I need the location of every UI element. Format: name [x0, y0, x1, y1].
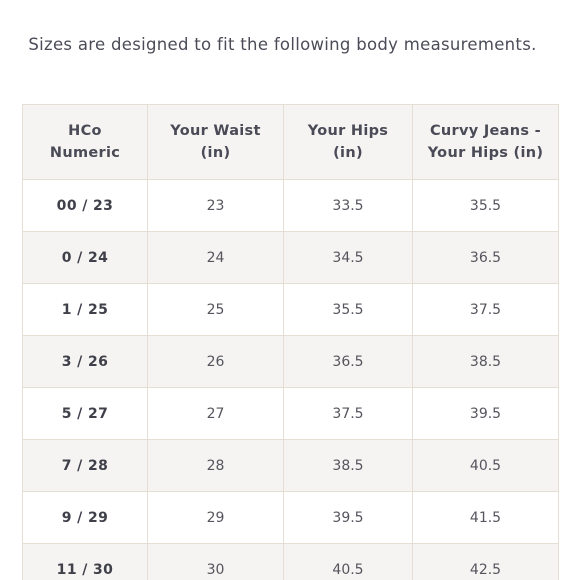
curvy-hips-cell: 35.5 [412, 179, 559, 232]
header-line: HCo [68, 123, 102, 139]
header-line: (in) [333, 145, 363, 161]
table-row: 3 / 26 26 36.5 38.5 [22, 335, 559, 388]
size-cell: 0 / 24 [22, 231, 148, 284]
size-cell: 00 / 23 [22, 179, 148, 232]
table-row: 00 / 23 23 33.5 35.5 [22, 179, 559, 232]
table-row: 9 / 29 29 39.5 41.5 [22, 491, 559, 544]
hips-cell: 33.5 [283, 179, 413, 232]
curvy-hips-cell: 38.5 [412, 335, 559, 388]
waist-cell: 26 [147, 335, 284, 388]
header-your-hips: Your Hips (in) [283, 104, 413, 180]
table-header: HCo Numeric Your Waist (in) Your Hips (i… [22, 104, 559, 180]
waist-cell: 27 [147, 387, 284, 440]
hips-cell: 39.5 [283, 491, 413, 544]
waist-cell: 23 [147, 179, 284, 232]
header-line: Curvy Jeans - [429, 123, 541, 139]
header-line: Your Hips (in) [427, 145, 544, 161]
header-curvy-hips: Curvy Jeans - Your Hips (in) [412, 104, 559, 180]
curvy-hips-cell: 40.5 [412, 439, 559, 492]
header-line: Your Waist [170, 123, 261, 139]
curvy-hips-cell: 36.5 [412, 231, 559, 284]
size-cell: 11 / 30 [22, 543, 148, 580]
waist-cell: 28 [147, 439, 284, 492]
table-row: 1 / 25 25 35.5 37.5 [22, 283, 559, 336]
intro-text: Sizes are designed to fit the following … [28, 35, 537, 54]
header-row: HCo Numeric Your Waist (in) Your Hips (i… [22, 104, 559, 180]
size-cell: 3 / 26 [22, 335, 148, 388]
header-line: Numeric [49, 145, 121, 161]
header-your-waist: Your Waist (in) [147, 104, 284, 180]
header-line: Your Hips [307, 123, 389, 139]
hips-cell: 34.5 [283, 231, 413, 284]
size-cell: 1 / 25 [22, 283, 148, 336]
size-cell: 7 / 28 [22, 439, 148, 492]
curvy-hips-cell: 42.5 [412, 543, 559, 580]
header-line: (in) [200, 145, 231, 161]
curvy-hips-cell: 41.5 [412, 491, 559, 544]
table-row: 0 / 24 24 34.5 36.5 [22, 231, 559, 284]
hips-cell: 40.5 [283, 543, 413, 580]
waist-cell: 25 [147, 283, 284, 336]
size-cell: 5 / 27 [22, 387, 148, 440]
hips-cell: 36.5 [283, 335, 413, 388]
header-hco-numeric: HCo Numeric [22, 104, 148, 180]
size-chart-table: HCo Numeric Your Waist (in) Your Hips (i… [22, 104, 559, 580]
table-row: 11 / 30 30 40.5 42.5 [22, 543, 559, 580]
table-row: 5 / 27 27 37.5 39.5 [22, 387, 559, 440]
curvy-hips-cell: 39.5 [412, 387, 559, 440]
waist-cell: 29 [147, 491, 284, 544]
table-body: 00 / 23 23 33.5 35.5 0 / 24 24 34.5 36.5 1 / 25 2… [22, 179, 559, 580]
hips-cell: 37.5 [283, 387, 413, 440]
table-row: 7 / 28 28 38.5 40.5 [22, 439, 559, 492]
waist-cell: 30 [147, 543, 284, 580]
hips-cell: 35.5 [283, 283, 413, 336]
size-cell: 9 / 29 [22, 491, 148, 544]
waist-cell: 24 [147, 231, 284, 284]
hips-cell: 38.5 [283, 439, 413, 492]
curvy-hips-cell: 37.5 [412, 283, 559, 336]
